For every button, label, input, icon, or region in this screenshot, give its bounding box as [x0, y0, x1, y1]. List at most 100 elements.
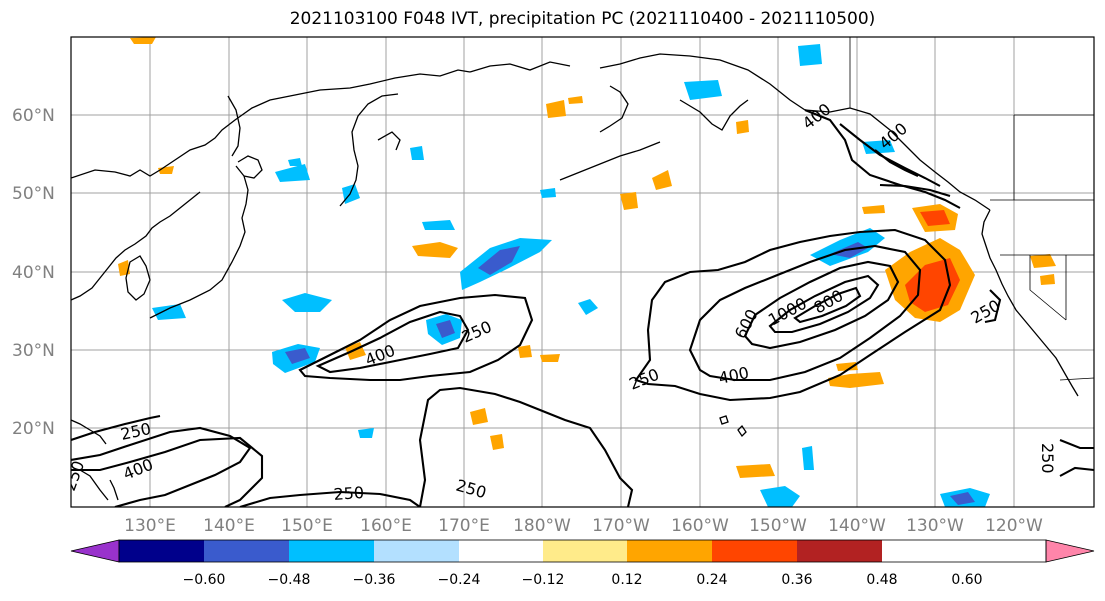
coastline	[237, 155, 263, 179]
ivt-contour-400	[688, 244, 922, 382]
lon-label: 150°W	[749, 516, 807, 536]
coastline	[377, 131, 401, 151]
lon-label: 170°W	[592, 516, 650, 536]
colorbar-segment	[543, 540, 627, 562]
coastlines	[71, 53, 1079, 501]
precip-blob	[422, 220, 455, 230]
precip-blob	[285, 348, 310, 364]
lon-label: 140°W	[828, 516, 886, 536]
precip-blob	[130, 37, 156, 44]
coastline	[737, 424, 747, 438]
colorbar-tick-labels: −0.60 −0.48 −0.36 −0.24 −0.12 0.12 0.24 …	[183, 572, 983, 588]
colorbar-segment	[119, 540, 204, 562]
colorbar-tick-label: 0.12	[611, 572, 642, 588]
precip-blob	[540, 188, 556, 198]
ivt-contour-250	[71, 414, 161, 441]
colorbar-outline	[118, 539, 1047, 563]
precipitation-shading	[118, 37, 1056, 507]
lon-label: 130°W	[906, 516, 964, 536]
precip-blob	[798, 44, 822, 66]
precip-blob	[736, 464, 775, 478]
lon-label: 130°E	[124, 516, 176, 536]
ivt-contour-1000	[793, 286, 862, 324]
border	[1029, 255, 1067, 321]
colorbar-segment	[627, 540, 712, 562]
coastline	[227, 95, 241, 157]
precip-blob	[540, 354, 560, 362]
coastline	[71, 191, 201, 301]
precip-blob	[684, 80, 722, 100]
precip-blob	[736, 120, 749, 134]
colorbar-segment	[289, 540, 374, 562]
coastline	[125, 255, 151, 301]
colorbar-tick-label: −0.60	[183, 572, 226, 588]
precip-blob	[802, 446, 814, 470]
coastline	[469, 61, 571, 73]
precip-blob	[1030, 254, 1056, 268]
ivt-contour-250	[418, 386, 634, 507]
coastline	[71, 419, 107, 445]
colorbar-tick-label: −0.48	[268, 572, 311, 588]
lon-label: 180°W	[513, 516, 571, 536]
lon-label: 160°W	[671, 516, 729, 536]
ivt-contour-600	[743, 260, 900, 350]
coastline	[339, 93, 399, 207]
lon-label: 140°E	[203, 516, 255, 536]
lat-label: 30°N	[12, 341, 55, 361]
colorbar-tick-label: 0.36	[781, 572, 812, 588]
colorbar-tick-label: −0.36	[353, 572, 396, 588]
ivt-contour-250	[298, 293, 534, 382]
lat-label: 50°N	[12, 184, 55, 204]
colorbar-segment	[459, 540, 543, 562]
precip-blob	[862, 140, 895, 154]
precip-blob	[620, 192, 638, 210]
ivt-contour-250	[804, 109, 961, 209]
ivt-contour-250	[71, 436, 264, 507]
coastline	[559, 141, 661, 181]
precip-blob	[470, 408, 488, 425]
coastline	[79, 469, 109, 501]
coastline	[981, 209, 1079, 397]
precip-blob	[282, 293, 332, 312]
precip-blob	[410, 146, 424, 160]
coastline	[71, 69, 471, 179]
lon-label: 170°E	[438, 516, 490, 536]
colorbar-tick-label: −0.12	[522, 572, 565, 588]
ivt-contour-600	[874, 149, 919, 177]
colorbar-segment	[204, 540, 289, 562]
precip-blob	[920, 210, 950, 226]
lat-label: 40°N	[12, 263, 55, 283]
coastline	[149, 165, 249, 319]
graticule	[71, 37, 1094, 507]
lat-label: 60°N	[12, 106, 55, 126]
precip-blob	[478, 246, 520, 275]
map-title: 2021103100 F048 IVT, precipitation PC (2…	[289, 9, 876, 29]
coastline	[679, 99, 749, 131]
ivt-contour-400	[315, 310, 470, 374]
coastline	[109, 479, 119, 501]
lat-label: 20°N	[12, 419, 55, 439]
precip-blob	[288, 158, 302, 166]
precip-blob	[950, 492, 975, 505]
contour-label: 250	[333, 483, 365, 504]
precip-blob	[412, 242, 458, 258]
precip-blob	[836, 362, 858, 371]
colorbar-tick-label: −0.24	[438, 572, 481, 588]
precip-blob	[546, 100, 566, 118]
colorbar-extend-min	[70, 539, 120, 563]
political-borders	[849, 37, 1094, 381]
coastline	[599, 53, 806, 111]
ivt-contour-400	[71, 426, 252, 507]
precip-blob	[1040, 274, 1055, 285]
colorbar-extend-max	[1045, 539, 1095, 563]
precip-blob	[578, 299, 598, 315]
ivt-contour-250	[984, 289, 1002, 324]
ivt-contour-800	[768, 274, 880, 334]
precip-blob	[275, 164, 310, 182]
precip-blob	[652, 170, 672, 190]
lon-label: 150°E	[281, 516, 333, 536]
ivt-contour-250	[239, 490, 421, 507]
ivt-contours	[71, 109, 1094, 507]
ivt-contour-250	[634, 228, 952, 402]
